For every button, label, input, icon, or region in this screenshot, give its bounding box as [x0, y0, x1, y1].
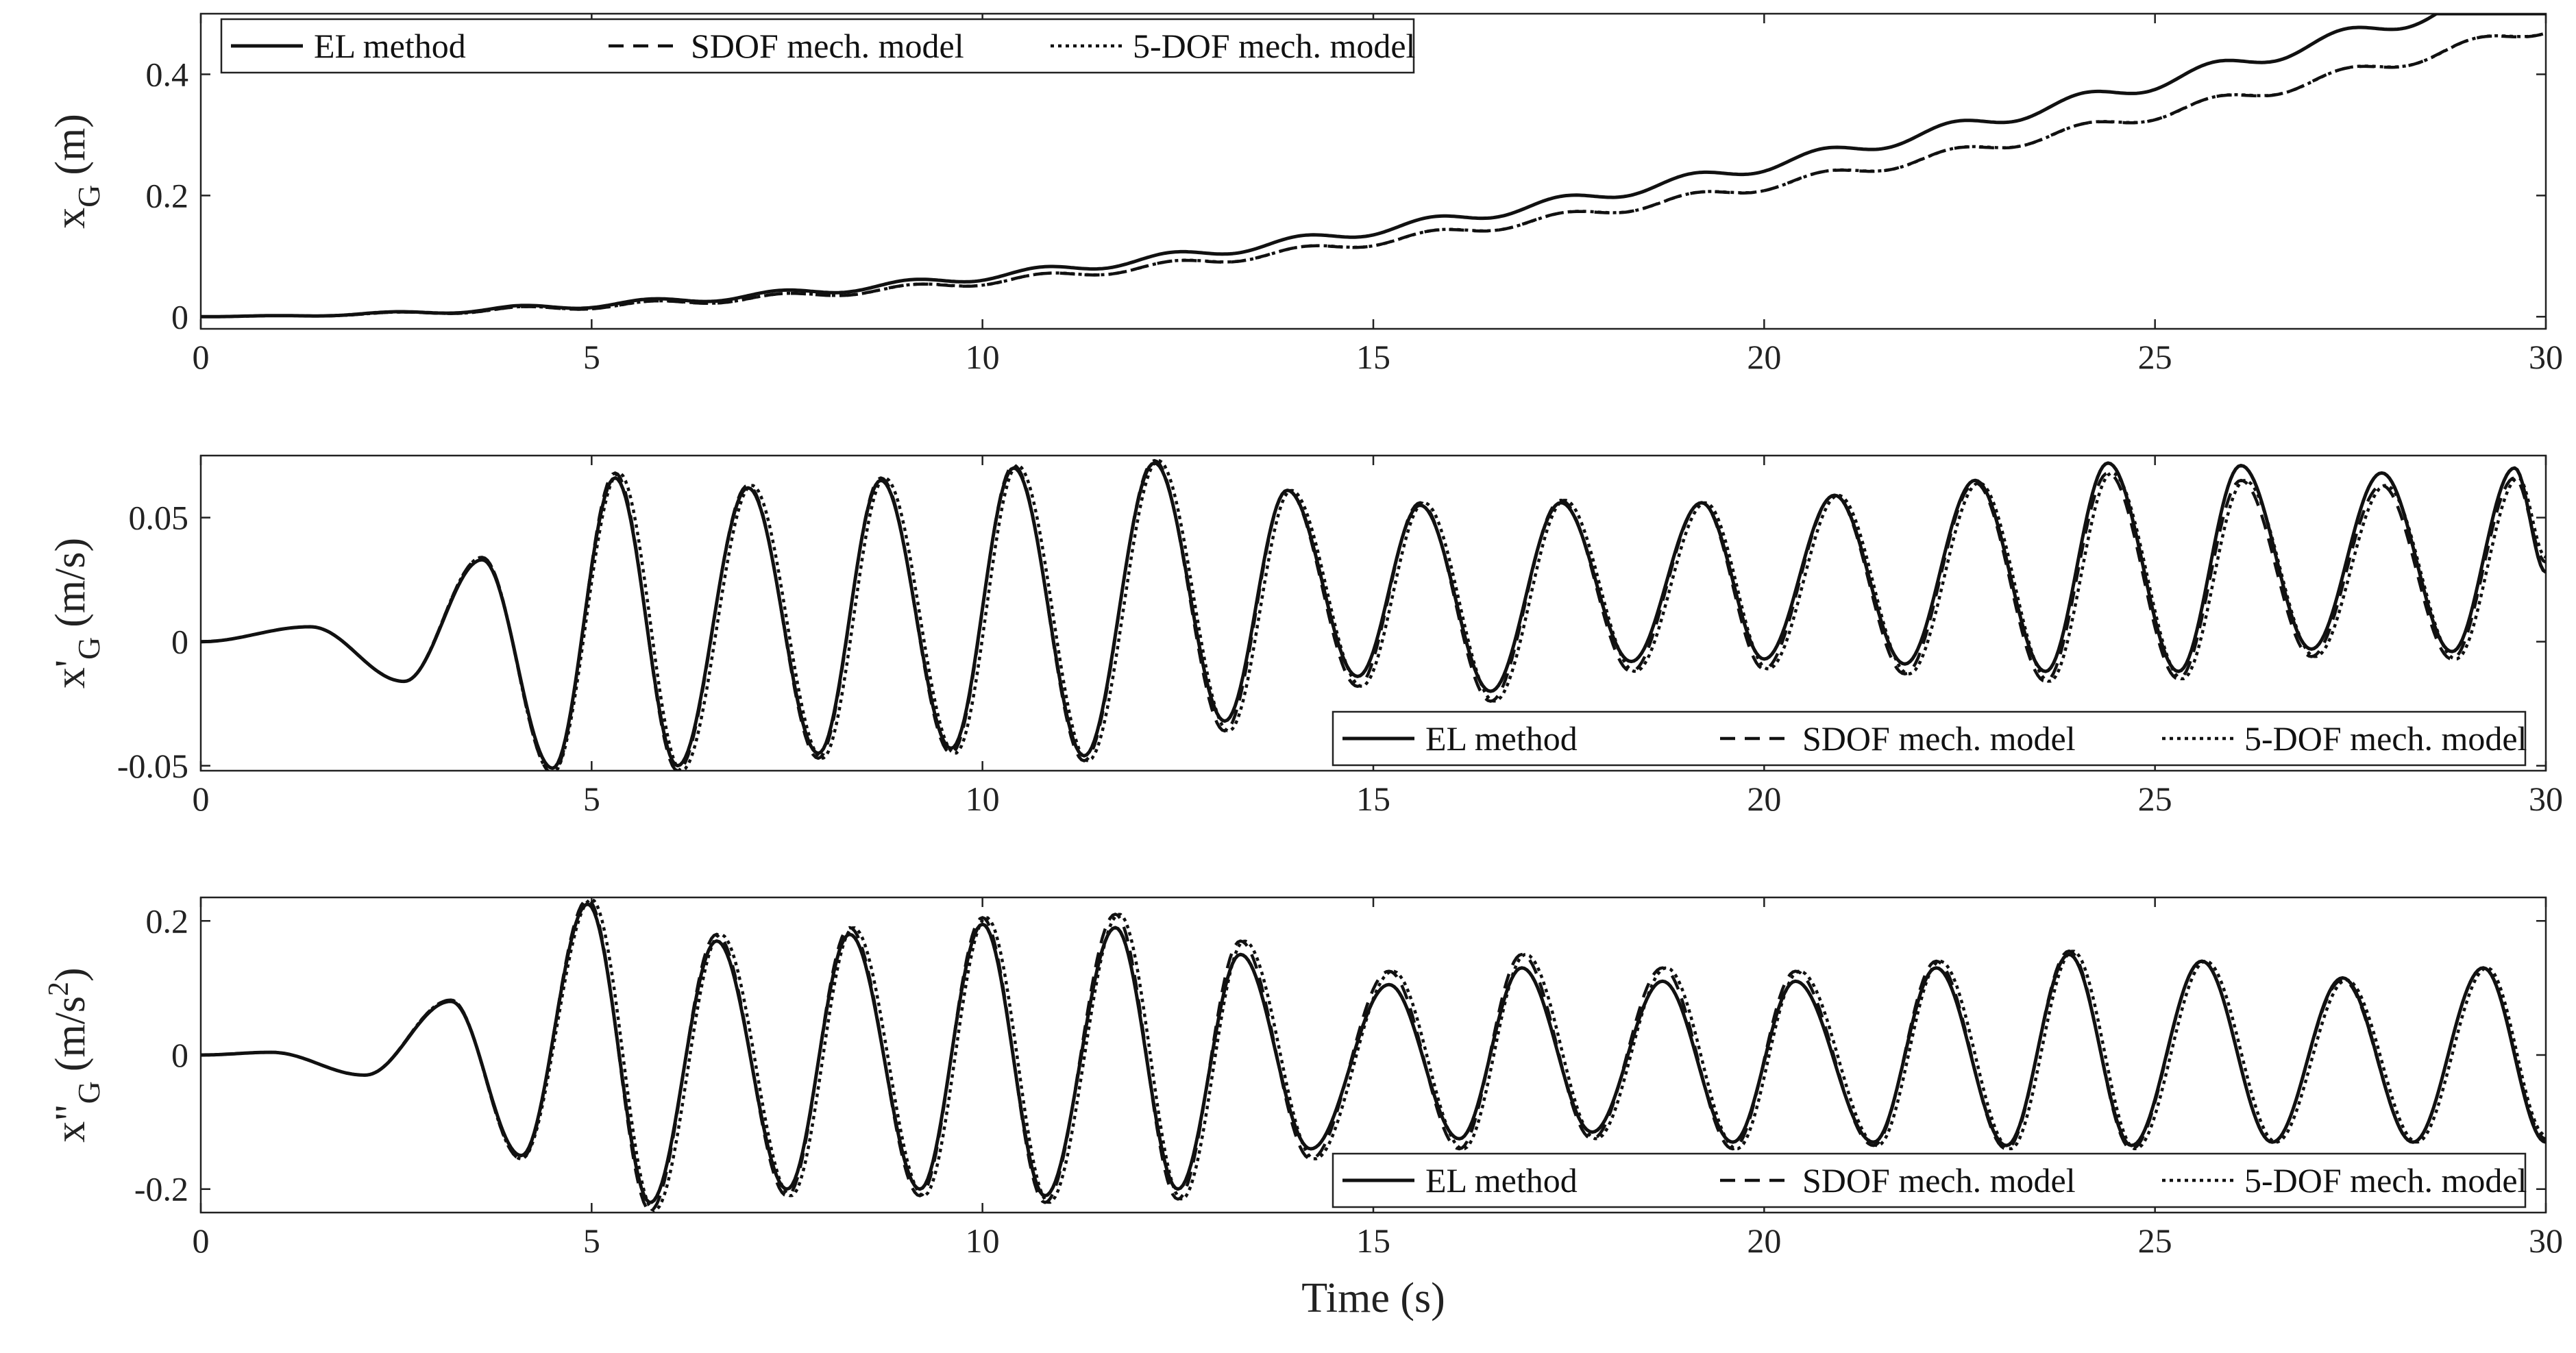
series-line-dashed	[201, 458, 2546, 771]
y-axis-label-unit: (m/s	[47, 996, 94, 1071]
x-tick-label: 25	[2138, 338, 2172, 376]
legend-label: SDOF mech. model	[1802, 719, 2076, 758]
y-axis-label-sub: G	[71, 637, 106, 660]
legend: EL method SDOF mech. model 5-DOF mech. mod…	[1332, 710, 2527, 767]
series-line-dashed	[201, 32, 2546, 319]
y-axis-label: x'G (m/s)	[47, 538, 106, 688]
x-tick-label: 0	[193, 1221, 210, 1260]
x-tick-label: 5	[583, 338, 600, 376]
series-group	[201, 14, 2546, 319]
legend-label: 5-DOF mech. model	[2244, 1161, 2527, 1200]
legend-label: EL method	[1425, 1161, 1578, 1200]
x-tick-label: 25	[2138, 780, 2172, 818]
legend-label: 5-DOF mech. model	[1133, 27, 1415, 65]
series-line-dashed	[201, 898, 2546, 1212]
x-axis-label: Time (s)	[1301, 1275, 1445, 1321]
y-axis-label-main: x"	[47, 1104, 94, 1142]
x-tick-label: 20	[1747, 1221, 1781, 1260]
x-tick-label: 15	[1356, 780, 1390, 818]
series-line-solid	[201, 14, 2546, 319]
x-tick-label: 10	[966, 780, 1000, 818]
y-axis-label-main: x	[47, 208, 94, 229]
y-tick-label: 0	[171, 623, 188, 661]
subplot-3: 0 5 10 15 20 25 30-0.200.2x"G(m/s2)Time (s)EL …	[43, 896, 2563, 1321]
y-tick-label: 0.4	[146, 55, 189, 93]
y-axis-label-sub: G	[71, 185, 106, 208]
legend-box	[220, 18, 1415, 74]
legend-label: EL method	[1425, 719, 1578, 758]
y-axis-label-unit: (m/s)	[47, 538, 94, 628]
legend-label: SDOF mech. model	[1802, 1161, 2076, 1200]
y-axis-label-unit-end: )	[47, 967, 94, 982]
x-tick-label: 30	[2529, 780, 2563, 818]
x-tick-label: 15	[1356, 1221, 1390, 1260]
y-tick-label: 0.2	[146, 902, 189, 940]
y-axis-label-unit-sup: 2	[43, 982, 75, 996]
x-tick-label: 5	[583, 1221, 600, 1260]
legend-label: 5-DOF mech. model	[2244, 719, 2527, 758]
series-line-dotted	[201, 897, 2546, 1213]
x-tick-label: 0	[193, 338, 210, 376]
x-tick-label: 10	[966, 338, 1000, 376]
x-tick-label: 5	[583, 780, 600, 818]
x-tick-label: 30	[2529, 1221, 2563, 1260]
y-axis-label-unit: (m)	[47, 114, 94, 175]
x-tick-label: 20	[1747, 338, 1781, 376]
x-tick-label: 10	[966, 1221, 1000, 1260]
x-tick-label: 25	[2138, 1221, 2172, 1260]
y-axis-label-main: x'	[47, 660, 94, 688]
y-tick-label: -0.05	[117, 747, 188, 785]
legend: EL method SDOF mech. model 5-DOF mech. mod…	[1332, 1152, 2527, 1208]
y-tick-label: 0.05	[129, 499, 189, 537]
legend-box	[1332, 710, 2527, 767]
y-axis-label: xG (m)	[47, 114, 106, 229]
y-axis-label-sub: G	[71, 1081, 106, 1104]
series-group	[201, 897, 2546, 1213]
y-tick-label: 0.2	[146, 176, 189, 214]
series-line-dotted	[201, 459, 2546, 771]
y-tick-label: 0	[171, 297, 188, 336]
legend: EL method SDOF mech. model 5-DOF mech. mod…	[220, 18, 1415, 74]
x-tick-label: 15	[1356, 338, 1390, 376]
x-tick-label: 20	[1747, 780, 1781, 818]
series-group	[201, 458, 2546, 771]
legend-label: EL method	[314, 27, 466, 65]
legend-box	[1332, 1152, 2527, 1208]
y-tick-label: -0.2	[134, 1170, 188, 1208]
x-tick-label: 0	[193, 780, 210, 818]
subplot-1: 0 5 10 15 20 25 30 0 0.2 0.4 xG (m) EL method SDOF me…	[47, 12, 2563, 376]
y-tick-label: 0	[171, 1036, 188, 1074]
y-axis-label: x"G (m/s2)	[43, 967, 106, 1142]
x-tick-label: 30	[2529, 338, 2563, 376]
legend-label: SDOF mech. model	[691, 27, 964, 65]
